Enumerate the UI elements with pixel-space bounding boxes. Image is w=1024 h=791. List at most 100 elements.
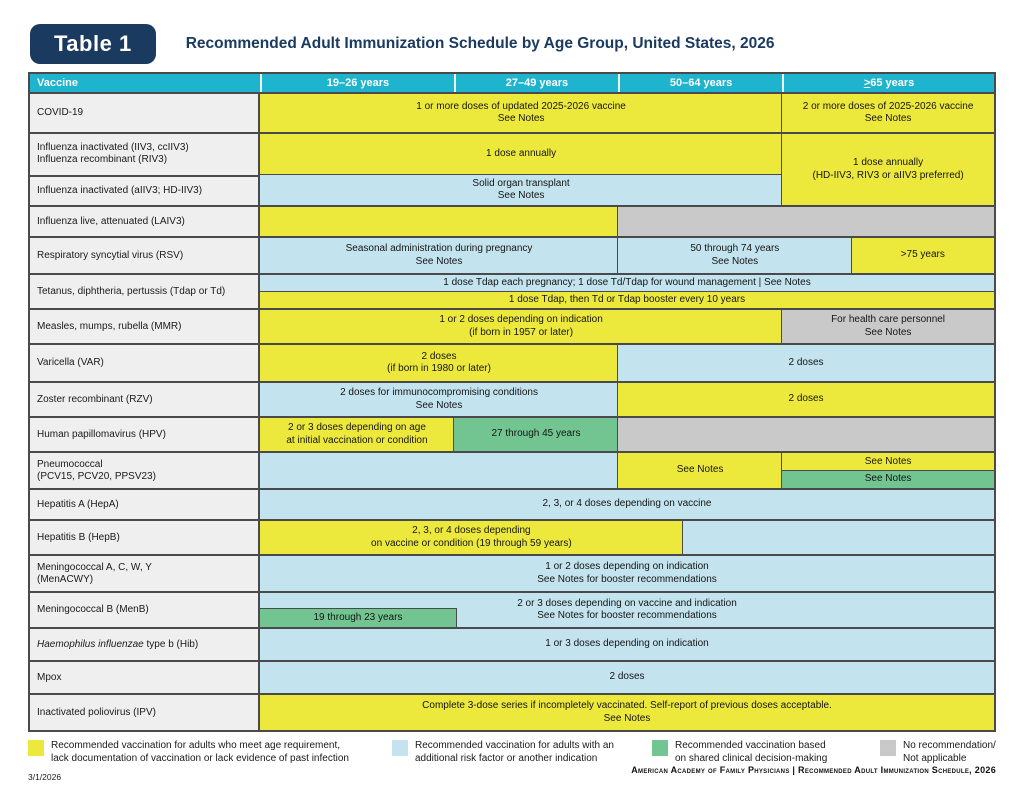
header-age-groups: 19–26 years 27–49 years 50–64 years >65 yea… — [260, 74, 994, 92]
age-group-header: >65 years — [782, 74, 994, 92]
text-line: Hepatitis B (HepB) — [37, 531, 120, 543]
text-line: (PCV15, PCV20, PPSV23) — [37, 470, 156, 482]
schedule-cells: 1 dose annually Solid organ transplant See… — [258, 133, 995, 206]
text-line: See Notes — [497, 189, 545, 201]
text-line: 1 dose Tdap each pregnancy; 1 dose Td/Td… — [443, 277, 811, 289]
vaccine-label-column: Haemophilus influenzae type b (Hib) — [30, 629, 260, 660]
text-line: Meningococcal A, C, W, Y — [37, 561, 152, 573]
schedule-cell: Complete 3-dose series if incompletely v… — [259, 694, 995, 731]
schedule-cell: Solid organ transplant See Notes — [258, 173, 784, 206]
age-group-header: 19–26 years — [260, 74, 454, 92]
vaccine-label-column: Hepatitis B (HepB) — [30, 521, 260, 554]
text-line: 2, 3, or 4 doses depending on vaccine — [542, 498, 712, 510]
table-row: Haemophilus influenzae type b (Hib) 1 or … — [30, 627, 995, 661]
text-line: 2 doses — [788, 393, 824, 405]
schedule-cell: 27 through 45 years — [452, 417, 620, 452]
schedule-cell: 1 dose annually (HD-IIV3, RIV3 or aIIV3 p… — [781, 133, 995, 206]
footer-credit: American Academy of Family Physicians | … — [631, 765, 996, 775]
vaccine-label: Respiratory syncytial virus (RSV) — [30, 238, 258, 273]
text-line: See Notes — [676, 464, 724, 476]
text-line: Haemophilus influenzae type b (Hib) — [37, 638, 199, 650]
immunization-schedule-table: Vaccine 19–26 years 27–49 years 50–64 year… — [28, 72, 996, 732]
text-line: 27 through 45 years — [491, 428, 581, 440]
schedule-cell: 19 through 23 years — [259, 607, 457, 628]
table-row: Meningococcal B (MenB) 2 or 3 doses depen… — [30, 591, 995, 628]
text-line: Recommended vaccination for adults who m… — [51, 740, 341, 751]
text-line: 1 or more doses of updated 2025-2026 vac… — [416, 100, 626, 112]
vaccine-label: Influenza inactivated (IIV3, ccIIV3) Infl… — [30, 134, 258, 175]
vaccine-label-column: Respiratory syncytial virus (RSV) — [30, 238, 260, 273]
text-line: additional risk factor or another indica… — [415, 753, 598, 764]
text-line: 19 through 23 years — [313, 611, 403, 623]
vaccine-label-column: Influenza inactivated (IIV3, ccIIV3) Infl… — [30, 134, 260, 205]
header-vaccine: Vaccine — [37, 77, 78, 89]
vaccine-label-column: Meningococcal A, C, W, Y (MenACWY) — [30, 556, 260, 591]
vaccine-label: Haemophilus influenzae type b (Hib) — [30, 629, 258, 660]
text-line: Solid organ transplant — [472, 177, 570, 189]
vaccine-label-column: Varicella (VAR) — [30, 345, 260, 381]
text-line: 1 dose annually — [486, 148, 557, 160]
vaccine-label: Inactivated poliovirus (IPV) — [30, 695, 258, 730]
text-line: at initial vaccination or condition — [286, 434, 428, 446]
text-line: See Notes — [711, 255, 759, 267]
vaccine-label-column: Pneumococcal (PCV15, PCV20, PPSV23) — [30, 453, 260, 488]
vaccine-label-column: Mpox — [30, 662, 260, 693]
schedule-cell: 2, 3, or 4 doses depending on vaccine — [259, 489, 995, 520]
text-line: See Notes for booster recommendations — [537, 610, 717, 621]
schedule-cells: 1 or 2 doses depending on indication See … — [259, 555, 995, 592]
text-line: lack documentation of vaccination or lac… — [51, 753, 349, 764]
text-line: >75 years — [900, 249, 945, 261]
schedule-cell: 2 doses (if born in 1980 or later) — [258, 344, 620, 382]
schedule-cell: 1 or more doses of updated 2025-2026 vac… — [258, 93, 784, 133]
text-line: Mpox — [37, 671, 62, 683]
table-row: Measles, mumps, rubella (MMR) 1 or 2 dose… — [30, 308, 995, 344]
text-line: 2 doses — [609, 671, 645, 683]
vaccine-label: Human papillomavirus (HPV) — [30, 418, 258, 451]
schedule-cells: 1 or more doses of updated 2025-2026 vac… — [258, 93, 995, 133]
text-line: See Notes — [603, 712, 651, 724]
text-line: 2 doses — [788, 356, 824, 368]
text-line: Varicella (VAR) — [37, 357, 104, 368]
schedule-cells: 1 or 2 doses depending on indication (if … — [258, 309, 995, 344]
schedule-cell: For health care personnel See Notes — [781, 309, 995, 344]
schedule-cell: 2, 3, or 4 doses depending on vaccine or … — [259, 520, 684, 555]
text-line: 2 or 3 doses depending on vaccine and in… — [517, 597, 737, 609]
text-line: 2, 3, or 4 doses depending — [412, 525, 531, 537]
revision-date: 3/1/2026 — [28, 772, 62, 782]
text-line: No recommendation/ — [903, 740, 996, 751]
table-row: Pneumococcal (PCV15, PCV20, PPSV23) See No… — [30, 451, 995, 489]
schedule-cell: 1 or 2 doses depending on indication See … — [259, 555, 995, 592]
text-line: Recommended vaccination based — [675, 740, 826, 751]
schedule-cell: 2 or 3 doses depending on age at initial … — [259, 417, 455, 452]
schedule-cell — [617, 417, 995, 452]
schedule-table-body: COVID-19 1 or more doses of updated 2025-… — [30, 92, 995, 731]
schedule-cell: 2 doses — [259, 661, 995, 694]
text-line: Pneumococcal — [37, 458, 103, 470]
text-line: (if born in 1980 or later) — [387, 363, 491, 374]
legend-label: Recommended vaccination for adults who m… — [51, 739, 349, 765]
vaccine-label: Influenza live, attenuated (LAIV3) — [30, 207, 258, 236]
schedule-cell: 1 dose Tdap each pregnancy; 1 dose Td/Td… — [259, 274, 995, 293]
text-line: Complete 3-dose series if incompletely v… — [422, 700, 832, 712]
text-line: 1 or 2 doses depending on indication — [439, 314, 603, 326]
schedule-cells: 2 or 3 doses depending on vaccine and in… — [259, 592, 995, 628]
text-line: See Notes — [497, 113, 545, 124]
text-line: on shared clinical decision-making — [675, 753, 828, 764]
schedule-cells: 2, 3, or 4 doses depending on vaccine or … — [259, 520, 995, 555]
title-bar: Table 1 Recommended Adult Immunization S… — [30, 24, 775, 64]
text-line: 2 or 3 doses depending on age — [288, 422, 426, 434]
text-line: See Notes — [415, 399, 463, 411]
vaccine-label-column: Human papillomavirus (HPV) — [30, 418, 260, 451]
schedule-cells — [258, 206, 995, 237]
schedule-cell: Seasonal administration during pregnancy… — [258, 237, 620, 274]
text-line: COVID-19 — [37, 107, 84, 118]
text-line: 2 doses — [421, 350, 457, 362]
text-line: Influenza inactivated (IIV3, ccIIV3) — [37, 142, 189, 154]
schedule-cell: 50 through 74 years See Notes — [617, 237, 853, 274]
schedule-cells: 2, 3, or 4 doses depending on vaccine — [259, 489, 995, 520]
text-line: See Notes — [864, 326, 912, 338]
text-line: For health care personnel — [831, 314, 946, 326]
text-line: on vaccine or condition (19 through 59 y… — [371, 537, 572, 549]
schedule-cell: 2 doses for immunocompromising condition… — [258, 382, 620, 417]
